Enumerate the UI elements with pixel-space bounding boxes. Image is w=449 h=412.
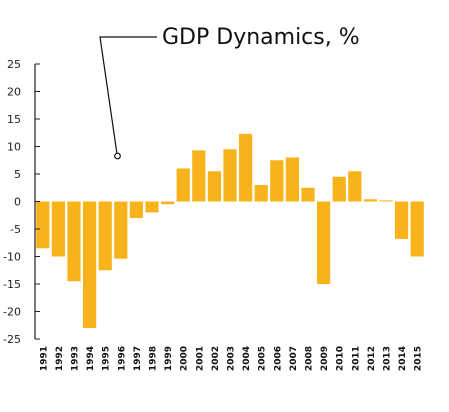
bar — [410, 201, 424, 257]
x-tick-label: 1996 — [117, 346, 127, 371]
y-tick-label: -5 — [10, 223, 21, 236]
bar — [317, 201, 331, 284]
chart-title: GDP Dynamics, % — [162, 25, 360, 50]
x-tick-label: 2009 — [320, 346, 330, 371]
y-tick-label: -25 — [3, 333, 21, 346]
x-tick-label: 2003 — [227, 346, 237, 371]
x-tick-label: 2013 — [383, 346, 393, 371]
y-tick-label: 15 — [7, 113, 21, 126]
x-tick-label: 1999 — [164, 346, 174, 371]
x-labels-layer: 1991 1992 1993 1994 1995 1996 1997 1998 1999 2000… — [39, 346, 423, 371]
x-tick-label: 2007 — [289, 346, 299, 371]
bar — [254, 185, 268, 202]
x-tick-label: 1998 — [149, 346, 159, 371]
x-tick-label: 2000 — [180, 346, 190, 371]
x-tick-label: 1992 — [55, 346, 65, 371]
bar — [36, 201, 50, 249]
x-tick-label: 2002 — [211, 346, 221, 371]
y-tick-label: -10 — [3, 251, 21, 264]
x-tick-label: 2001 — [195, 346, 205, 371]
bar — [129, 201, 143, 218]
bar — [51, 201, 65, 257]
bar — [285, 157, 299, 202]
bar — [223, 149, 237, 202]
bar — [192, 150, 206, 202]
bar — [395, 201, 409, 239]
x-tick-label: 2014 — [398, 346, 408, 371]
bar — [83, 201, 97, 328]
bar — [332, 176, 346, 202]
y-tick-label: 5 — [14, 168, 21, 181]
bar — [348, 171, 362, 202]
bar — [145, 201, 159, 213]
x-tick-label: 1997 — [133, 346, 143, 371]
bar — [207, 171, 221, 202]
bar — [239, 133, 253, 202]
x-tick-label: 1994 — [86, 346, 96, 371]
bar — [161, 201, 175, 205]
y-tick-label: -20 — [3, 306, 21, 319]
bar — [270, 160, 284, 202]
x-tick-label: 2011 — [351, 346, 361, 371]
y-tick-label: 25 — [7, 58, 21, 71]
y-tick-label: -15 — [3, 278, 21, 291]
x-tick-label: 2015 — [414, 346, 424, 371]
bar — [114, 201, 128, 259]
bar — [363, 199, 377, 202]
x-tick-label: 2006 — [273, 346, 283, 371]
bar — [98, 201, 112, 271]
x-tick-label: 1993 — [71, 346, 81, 371]
x-tick-label: 2005 — [258, 346, 268, 371]
y-tick-label: 0 — [14, 196, 21, 209]
x-tick-label: 2010 — [336, 346, 346, 371]
title-leader-dot — [114, 152, 121, 160]
y-tick-label: 20 — [7, 86, 21, 99]
title-leader-line — [99, 36, 157, 155]
bar — [379, 200, 393, 202]
x-tick-label: 2008 — [305, 346, 315, 371]
bar — [67, 201, 81, 282]
bar — [176, 168, 190, 202]
x-tick-label: 1995 — [102, 346, 112, 371]
x-tick-label: 2004 — [242, 346, 252, 371]
bars-layer — [36, 133, 424, 328]
x-tick-label: 1991 — [39, 346, 49, 371]
bar — [301, 187, 315, 202]
title-layer: GDP Dynamics, % — [99, 25, 360, 160]
y-tick-label: 10 — [7, 141, 21, 154]
x-tick-label: 2012 — [367, 346, 377, 371]
y-ticks-layer: 25 20 15 10 5 0 -5 -10 -15 -20 -25 — [3, 58, 40, 346]
